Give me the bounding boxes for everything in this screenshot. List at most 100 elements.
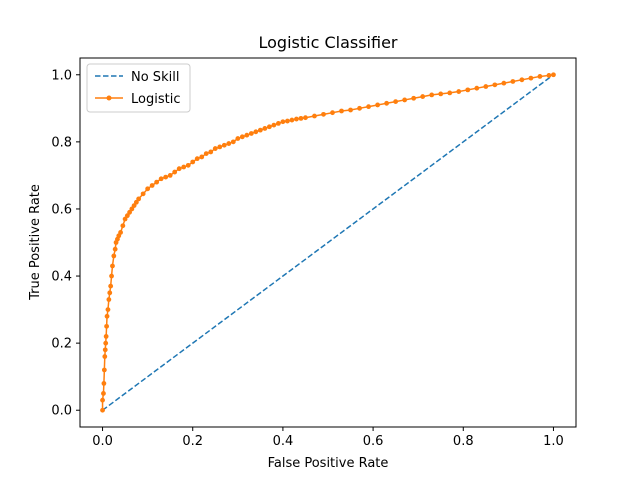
- logistic-point: [167, 173, 173, 178]
- logistic-point: [253, 129, 259, 135]
- logistic-point: [312, 113, 317, 119]
- x-tick-label: 0.6: [363, 434, 384, 449]
- plot-area: [100, 72, 556, 413]
- y-axis-label: True Positive Rate: [28, 184, 43, 301]
- logistic-point: [239, 134, 245, 140]
- logistic-point: [163, 174, 169, 180]
- logistic-point: [537, 74, 543, 79]
- logistic-point: [133, 199, 139, 205]
- logistic-point: [103, 340, 109, 346]
- logistic-point: [519, 77, 525, 83]
- y-tick-label: 0.2: [51, 337, 72, 352]
- logistic-point: [190, 159, 196, 165]
- logistic-point: [411, 95, 417, 101]
- x-tick-label: 0.0: [92, 434, 113, 449]
- legend-logistic-marker: [106, 95, 112, 101]
- logistic-point: [483, 84, 489, 89]
- logistic-point: [348, 107, 353, 113]
- logistic-point: [100, 407, 105, 413]
- logistic-point: [158, 176, 164, 182]
- logistic-point: [101, 391, 106, 396]
- logistic-point: [104, 323, 109, 329]
- logistic-point: [429, 92, 435, 98]
- logistic-point: [101, 367, 107, 373]
- logistic-point: [393, 99, 399, 105]
- logistic-point: [208, 149, 214, 155]
- logistic-point: [118, 230, 123, 235]
- logistic-point: [271, 122, 277, 128]
- logistic-point: [375, 102, 380, 108]
- logistic-point: [185, 162, 191, 168]
- logistic-point: [108, 283, 114, 289]
- logistic-point: [303, 115, 308, 121]
- logistic-point: [384, 100, 390, 106]
- legend: No Skill Logistic: [86, 63, 191, 113]
- logistic-point: [420, 94, 426, 99]
- logistic-point: [456, 89, 462, 94]
- logistic-point: [103, 334, 109, 339]
- logistic-point: [285, 118, 290, 124]
- logistic-point: [357, 105, 362, 111]
- logistic-point: [105, 307, 111, 312]
- logistic-point: [106, 297, 112, 302]
- logistic-point: [154, 179, 160, 185]
- x-tick-label: 0.8: [453, 434, 474, 449]
- logistic-point: [280, 119, 286, 125]
- logistic-point: [474, 85, 480, 91]
- logistic-point: [194, 156, 200, 162]
- logistic-point: [203, 151, 209, 157]
- logistic-point: [447, 90, 453, 96]
- logistic-point: [551, 72, 556, 78]
- logistic-point: [107, 290, 113, 296]
- logistic-point: [149, 183, 155, 188]
- logistic-point: [465, 87, 471, 93]
- logistic-point: [366, 104, 371, 110]
- logistic-point: [217, 144, 223, 150]
- logistic-point: [510, 79, 516, 84]
- logistic-point: [546, 73, 552, 78]
- logistic-point: [102, 354, 108, 359]
- y-tick-label: 1.0: [51, 68, 72, 83]
- logistic-point: [244, 132, 250, 138]
- y-tick-label: 0.8: [51, 135, 72, 150]
- logistic-point: [257, 127, 263, 133]
- logistic-point: [276, 121, 281, 126]
- logistic-point: [266, 124, 272, 130]
- logistic-point: [294, 116, 299, 122]
- logistic-point: [100, 397, 105, 403]
- x-tick-label: 0.4: [273, 434, 294, 449]
- logistic-point: [230, 139, 236, 145]
- logistic-point: [176, 166, 182, 172]
- logistic-point: [339, 108, 344, 114]
- logistic-point: [102, 347, 108, 353]
- logistic-point: [330, 110, 335, 116]
- logistic-point: [501, 80, 507, 86]
- logistic-point: [127, 209, 132, 215]
- logistic-point: [298, 115, 304, 121]
- legend-no-skill-label: No Skill: [131, 70, 179, 85]
- logistic-point: [226, 141, 232, 146]
- x-axis-label: False Positive Rate: [268, 456, 389, 471]
- axes-frame: [79, 57, 577, 428]
- x-tick-label: 1.0: [543, 434, 564, 449]
- logistic-point: [104, 313, 110, 319]
- logistic-point: [120, 223, 126, 229]
- logistic-point: [122, 216, 128, 222]
- logistic-point: [140, 191, 146, 197]
- logistic-point: [111, 253, 117, 259]
- logistic-point: [248, 131, 254, 136]
- logistic-point: [402, 97, 408, 103]
- logistic-point: [172, 169, 178, 175]
- logistic-point: [109, 273, 114, 279]
- y-tick-label: 0.6: [51, 202, 72, 217]
- axis-ticks: 0.0 0.2 0.4 0.6 0.8 1.0 0.0 0.2 0.4 0.6 0.8 1.0: [51, 68, 563, 449]
- logistic-point: [235, 136, 241, 141]
- logistic-point: [321, 111, 326, 117]
- logistic-point: [289, 117, 295, 123]
- logistic-point: [181, 164, 187, 170]
- logistic-point: [101, 380, 107, 386]
- no-skill-line: [102, 74, 554, 411]
- logistic-point: [492, 82, 498, 88]
- y-tick-label: 0.0: [51, 404, 72, 419]
